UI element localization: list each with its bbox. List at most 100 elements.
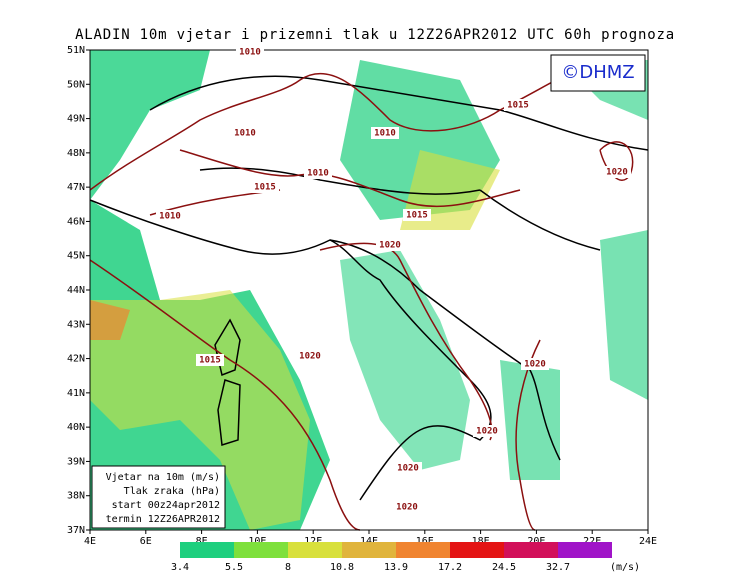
lat-label: 38N	[67, 491, 85, 502]
lon-label: 14E	[360, 536, 378, 547]
info-line: termin 12Z26APR2012	[106, 514, 220, 525]
lon-label: 18E	[472, 536, 490, 547]
lat-label: 51N	[67, 45, 85, 56]
isobar-label-bg	[156, 210, 184, 222]
lon-label: 22E	[583, 536, 601, 547]
colorbar-swatch	[288, 542, 342, 558]
lon-label: 8E	[196, 536, 208, 547]
lon-label: 20E	[527, 536, 545, 547]
isobar-label: 1010	[234, 129, 256, 139]
colorbar-swatch	[234, 542, 288, 558]
map-title: ALADIN 10m vjetar i prizemni tlak u 12Z2…	[75, 27, 675, 43]
lat-label: 47N	[67, 182, 85, 193]
lat-label: 49N	[67, 114, 85, 125]
colorbar-label: 3.4	[171, 562, 189, 573]
colorbar-swatch	[180, 542, 234, 558]
border	[149, 75, 649, 151]
colorbar-unit: (m/s)	[610, 562, 640, 573]
colorbar-swatch	[558, 542, 612, 558]
lat-label: 41N	[67, 388, 85, 399]
isobar-label-bg	[393, 501, 421, 513]
wind-field	[90, 50, 210, 200]
isobar-label-bg	[371, 127, 399, 139]
isobar-label: 1020	[379, 241, 401, 251]
lon-label: 12E	[304, 536, 322, 547]
isobar-label-bg	[304, 167, 332, 179]
isobar-label: 1020	[299, 352, 321, 362]
coastlines	[89, 75, 649, 501]
colorbar-label: 32.7	[546, 562, 570, 573]
colorbar-label: 5.5	[225, 562, 243, 573]
lat-label: 39N	[67, 456, 85, 467]
isobar-label: 1015	[507, 101, 529, 111]
lon-label: 16E	[416, 536, 434, 547]
lat-label: 46N	[67, 216, 85, 227]
colorbar-label: 17.2	[438, 562, 462, 573]
info-line: Vjetar na 10m (m/s)	[106, 472, 220, 483]
logo-box	[550, 54, 646, 92]
isobar-label-bg	[473, 425, 501, 437]
lat-label: 42N	[67, 354, 85, 365]
lat-label: 43N	[67, 319, 85, 330]
coastline	[89, 199, 492, 501]
isobar-label: 1010	[374, 129, 396, 139]
island	[217, 379, 241, 446]
isobar-label: 1020	[397, 464, 419, 474]
generated: 51N 50N 49N 48N 47N 46N 45N 44N 43N 42N 41N 40N 39N 3…	[67, 45, 657, 573]
colorbar-swatch	[504, 542, 558, 558]
isobar-label-bg	[231, 127, 259, 139]
colorbar-label: 10.8	[330, 562, 354, 573]
lon-label: 6E	[140, 536, 152, 547]
isobar-label-bg	[296, 350, 324, 362]
isobar-label: 1020	[606, 168, 628, 178]
island	[214, 318, 241, 377]
coastline	[329, 239, 561, 461]
isobar-label-bg	[376, 239, 404, 251]
isobar-label-bg	[196, 354, 224, 366]
isobar-label: 1010	[239, 48, 261, 58]
lat-label: 40N	[67, 422, 85, 433]
map-background	[90, 50, 648, 530]
info-box	[91, 465, 226, 529]
isobar-label-bg	[521, 358, 549, 370]
lon-label: 4E	[84, 536, 96, 547]
isobar-label-bg	[394, 462, 422, 474]
lat-label: 37N	[67, 525, 85, 536]
wind-field	[500, 360, 560, 480]
lat-label: 48N	[67, 148, 85, 159]
colorbar-label: 13.9	[384, 562, 408, 573]
isobar	[89, 259, 361, 531]
colorbar-swatch	[450, 542, 504, 558]
isobar	[179, 149, 521, 208]
colorbar-swatch	[342, 542, 396, 558]
isobar-label: 1015	[199, 356, 221, 366]
info-line: start 00z24apr2012	[112, 500, 220, 511]
isobar-label-bg	[504, 99, 532, 111]
isobar	[515, 339, 541, 531]
isobar	[319, 242, 493, 441]
lat-label: 44N	[67, 285, 85, 296]
wind-field	[90, 300, 130, 340]
isobar-label: 1020	[476, 427, 498, 437]
logo: ©DHMZ	[561, 62, 634, 83]
wind-field	[600, 230, 648, 400]
border	[479, 189, 601, 251]
lat-label: 45N	[67, 251, 85, 262]
lon-label: 10E	[248, 536, 266, 547]
info-line: Tlak zraka (hPa)	[124, 486, 220, 497]
colorbar-label: 8	[285, 562, 291, 573]
lat-label: 50N	[67, 79, 85, 90]
isobar-label-bg	[251, 181, 279, 193]
isobar-label-bg	[603, 166, 631, 178]
isobar-label: 1015	[254, 183, 276, 193]
wind-field	[90, 290, 310, 530]
isobar-label: 1015	[406, 211, 428, 221]
lon-label: 24E	[639, 536, 657, 547]
wind-field	[340, 250, 470, 470]
isobar-label: 1020	[396, 503, 418, 513]
isobar-label-bg	[236, 46, 264, 58]
isobar-label: 1010	[159, 212, 181, 222]
isobar-label: 1010	[307, 169, 329, 179]
